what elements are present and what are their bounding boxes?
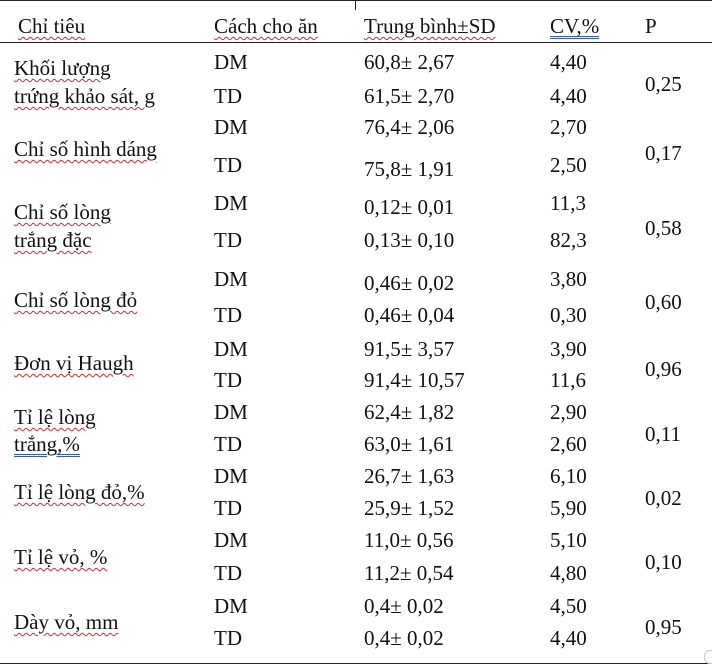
group-td: TD	[214, 432, 242, 456]
row-label-line-1: Tỉ lệ lòng đỏ,%	[14, 480, 145, 504]
mean-sd-td: 11,2± 0,54	[364, 561, 454, 585]
cv-td: 5,90	[550, 496, 587, 520]
group-td: TD	[214, 368, 242, 392]
mean-sd-td: 0,4± 0,02	[364, 626, 444, 650]
cv-dm: 4,50	[550, 594, 587, 618]
header-chi-tieu: Chỉ tiêu	[18, 14, 86, 38]
group-dm: DM	[214, 464, 248, 488]
mean-sd-dm: 26,7± 1,63	[364, 464, 455, 488]
group-td: TD	[214, 153, 242, 177]
header-rule	[0, 42, 712, 43]
group-dm: DM	[214, 115, 248, 139]
group-dm: DM	[214, 267, 248, 291]
row-label-line-2: trắng đặc	[14, 228, 92, 252]
cv-td: 2,60	[550, 432, 587, 456]
page-edge-mark	[704, 650, 712, 664]
p-value: 0,95	[645, 615, 682, 639]
cv-dm: 3,80	[550, 267, 587, 291]
mean-sd-td: 61,5± 2,70	[364, 84, 455, 108]
p-value: 0,25	[645, 72, 682, 96]
mean-sd-td: 0,13± 0,10	[364, 228, 455, 252]
cv-td: 4,40	[550, 626, 587, 650]
group-dm: DM	[214, 191, 248, 215]
mean-sd-td: 63,0± 1,61	[364, 432, 455, 456]
group-td: TD	[214, 561, 242, 585]
row-label-line-1: Tỉ lệ vỏ, %	[14, 545, 108, 569]
cv-td: 4,40	[550, 84, 587, 108]
mean-sd-dm: 62,4± 1,82	[364, 400, 455, 424]
group-dm: DM	[214, 528, 248, 552]
cv-dm: 3,90	[550, 337, 587, 361]
group-td: TD	[214, 496, 242, 520]
p-value: 0,96	[645, 357, 682, 381]
mean-sd-td: 0,46± 0,04	[364, 303, 455, 327]
mean-sd-dm: 11,0± 0,56	[364, 528, 454, 552]
cv-dm: 5,10	[550, 528, 587, 552]
row-label-line-2: trứng khảo sát, g	[14, 84, 155, 108]
p-value: 0,02	[645, 486, 682, 510]
header-p: P	[645, 14, 657, 38]
row-label-text: Tỉ lệ lòng đỏ,%	[14, 480, 145, 504]
row-label-line-1: Khối lượng	[14, 56, 111, 80]
cv-dm: 2,90	[550, 400, 587, 424]
group-td: TD	[214, 303, 242, 327]
mean-sd-td: 91,4± 10,57	[364, 368, 465, 392]
column-divider-tick	[355, 0, 356, 10]
cv-td: 4,80	[550, 561, 587, 585]
group-td: TD	[214, 626, 242, 650]
group-td: TD	[214, 228, 242, 252]
p-value: 0,60	[645, 290, 682, 314]
cv-dm: 2,70	[550, 115, 587, 139]
group-td: TD	[214, 84, 242, 108]
mean-sd-dm: 60,8± 2,67	[364, 50, 455, 74]
mean-sd-td: 25,9± 1,52	[364, 496, 455, 520]
header-trung-binh-sd: Trung bình±SD	[364, 14, 496, 38]
group-dm: DM	[214, 400, 248, 424]
mean-sd-td: 75,8± 1,91	[364, 157, 455, 181]
row-label-line-1: Chỉ số hình dáng	[14, 137, 157, 161]
p-value: 0,58	[645, 216, 682, 240]
mean-sd-dm: 76,4± 2,06	[364, 115, 455, 139]
mean-sd-dm: 0,12± 0,01	[364, 195, 455, 219]
cv-dm: 4,40	[550, 50, 587, 74]
mean-sd-dm: 0,4± 0,02	[364, 594, 444, 618]
p-value: 0,17	[645, 141, 682, 165]
group-dm: DM	[214, 50, 248, 74]
row-label-line-1: Đơn vị Haugh	[14, 351, 134, 375]
row-label-line-1: Chỉ số lòng đỏ	[14, 288, 138, 312]
cv-dm: 6,10	[550, 464, 587, 488]
header-cv: CV,%	[550, 14, 600, 38]
group-dm: DM	[214, 337, 248, 361]
row-label-line-1: Dày vỏ, mm	[14, 610, 119, 634]
p-value: 0,11	[645, 422, 681, 446]
row-label-line-1: Chỉ số lòng	[14, 200, 111, 224]
p-value: 0,10	[645, 550, 682, 574]
mean-sd-dm: 0,46± 0,02	[364, 271, 455, 295]
cv-td: 2,50	[550, 153, 587, 177]
cv-td: 82,3	[550, 228, 587, 252]
cv-td: 0,30	[550, 303, 587, 327]
group-dm: DM	[214, 594, 248, 618]
row-label-line-1: Tỉ lệ lòng	[14, 405, 96, 429]
cv-td: 11,6	[550, 368, 586, 392]
row-label-line-2: trắng,%	[14, 432, 80, 456]
mean-sd-dm: 91,5± 3,57	[364, 337, 455, 361]
table-top-rule	[0, 0, 712, 1]
header-cach-cho-an: Cách cho ăn	[214, 14, 318, 38]
cv-dm: 11,3	[550, 191, 586, 215]
